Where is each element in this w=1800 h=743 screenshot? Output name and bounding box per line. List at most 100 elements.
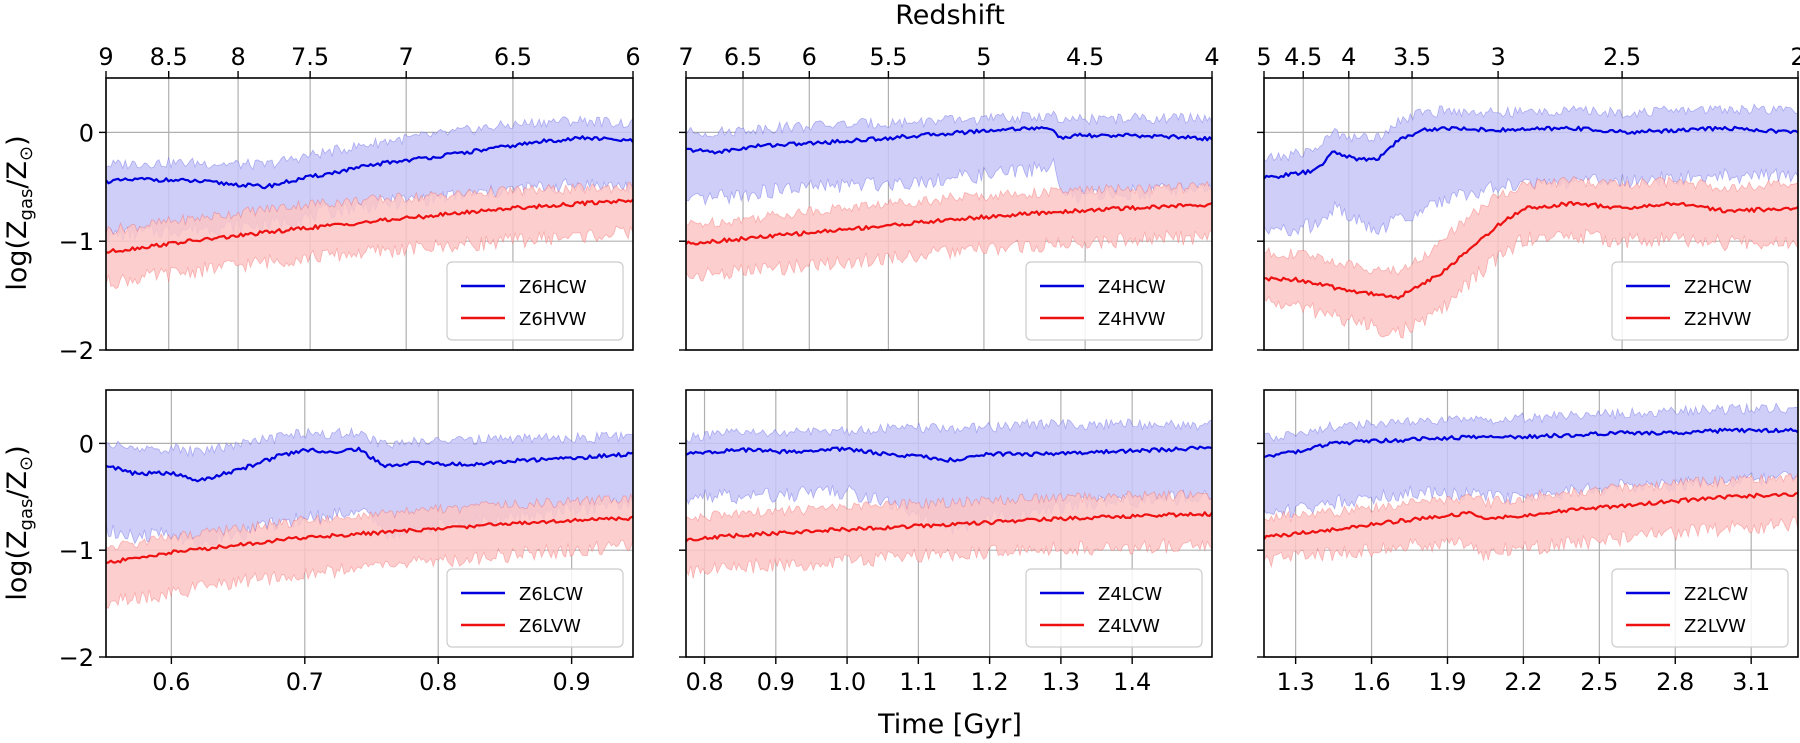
- line-Z6HCW: [106, 135, 633, 190]
- plot-area: [686, 110, 1212, 282]
- redshift-tick-label: 6: [625, 43, 640, 71]
- x-tick-label: 2.2: [1504, 668, 1542, 696]
- x-tick-label: 1.3: [1042, 668, 1080, 696]
- legend-label-Z6LCW: Z6LCW: [519, 584, 583, 605]
- panel-Z4H: 7 6.5 6 5.5 5 4.5 4 Z4HCW Z4HVW: [678, 43, 1220, 351]
- x-tick-label: 1.3: [1277, 668, 1315, 696]
- line-Z2LCW: [1264, 427, 1798, 458]
- ylabel-sub-gas: gas: [16, 499, 37, 531]
- y-axis-title-top: log(Zgas/Z⊙): [2, 135, 37, 290]
- y-tick-label: 0: [79, 430, 94, 458]
- line-Z6HVW: [106, 198, 633, 254]
- x-tick-label: 1.1: [899, 668, 937, 696]
- redshift-tick-label: 9: [98, 43, 113, 71]
- redshift-tick-label: 7: [399, 43, 414, 71]
- y-tick-label: −2: [59, 644, 94, 672]
- top-axis-title: Redshift: [895, 0, 1005, 31]
- ylabel-close: ): [2, 445, 33, 456]
- legend-box: [1025, 568, 1203, 648]
- plot-area: [106, 115, 633, 290]
- svg-text:log(Zgas/Z⊙): log(Zgas/Z⊙): [2, 135, 37, 290]
- legend-box: [1611, 568, 1789, 648]
- legend-box: [446, 568, 624, 648]
- redshift-tick-label: 4: [1341, 43, 1356, 71]
- redshift-tick-label: 8.5: [150, 43, 188, 71]
- ylabel-sub-sun: ⊙: [16, 146, 37, 161]
- redshift-tick-label: 6.5: [494, 43, 532, 71]
- panel-frame: [685, 77, 1213, 351]
- redshift-tick-label: 6.5: [724, 43, 762, 71]
- legend-label-Z2LCW: Z2LCW: [1684, 584, 1748, 605]
- redshift-tick-label: 3.5: [1393, 43, 1431, 71]
- panel-Z6H: −2 −1 0 9 8.5 8 7.5 7 6.5 6 Z6HCW Z6HVW: [59, 43, 641, 365]
- x-tick-label: 1.6: [1352, 668, 1390, 696]
- legend-label-Z2LVW: Z2LVW: [1684, 616, 1746, 637]
- y-tick-label: 0: [79, 119, 94, 147]
- line-Z4LCW: [686, 445, 1212, 463]
- legend-box: [1611, 261, 1789, 341]
- x-tick-label: 1.0: [828, 668, 866, 696]
- svg-text:log(Zgas/Z⊙): log(Zgas/Z⊙): [2, 445, 37, 600]
- line-Z4HCW: [686, 126, 1212, 155]
- ylabel-sep: /Z: [2, 161, 33, 189]
- redshift-tick-label: 6: [802, 43, 817, 71]
- panel-frame: [105, 389, 634, 658]
- redshift-tick-label: 7.5: [291, 43, 329, 71]
- redshift-tick-label: 5: [1256, 43, 1271, 71]
- line-Z4HVW: [686, 202, 1212, 246]
- band-Z4LCW: [686, 418, 1212, 535]
- ylabel-close: ): [2, 135, 33, 146]
- line-Z4LVW: [686, 511, 1212, 543]
- x-tick-label: 1.4: [1113, 668, 1151, 696]
- legend: Z4HCW Z4HVW: [1025, 261, 1203, 341]
- redshift-tick-label: 7: [678, 43, 693, 71]
- x-tick-label: 1.2: [971, 668, 1009, 696]
- legend: Z2HCW Z2HVW: [1611, 261, 1789, 341]
- legend-label-Z6HCW: Z6HCW: [519, 277, 587, 298]
- redshift-tick-label: 2: [1790, 43, 1800, 71]
- ylabel-sub-sun: ⊙: [16, 456, 37, 471]
- legend: Z4LCW Z4LVW: [1025, 568, 1203, 648]
- x-tick-label: 3.1: [1732, 668, 1770, 696]
- panel-frame: [1263, 389, 1799, 658]
- redshift-tick-label: 3: [1490, 43, 1505, 71]
- x-tick-label: 2.8: [1656, 668, 1694, 696]
- panel-frame: [1263, 77, 1799, 351]
- y-tick-label: −1: [59, 228, 94, 256]
- ylabel-main: log(Z: [2, 220, 33, 290]
- redshift-tick-label: 5.5: [869, 43, 907, 71]
- panel-Z2H: 5 4.5 4 3.5 3 2.5 2 Z2HCW Z2HVW: [1256, 43, 1800, 351]
- legend-label-Z6LVW: Z6LVW: [519, 616, 581, 637]
- legend: Z6HCW Z6HVW: [446, 261, 624, 341]
- panel-Z4L: 0.8 0.9 1.0 1.1 1.2 1.3 1.4 Z4LCW Z4LVW: [679, 389, 1213, 696]
- line-Z6LCW: [106, 446, 633, 483]
- x-tick-label: 0.7: [286, 668, 324, 696]
- panels-layer: −2 −1 0 9 8.5 8 7.5 7 6.5 6 Z6HCW Z6HVW 7 6.5 6 5.5 5 4.5…: [59, 43, 1800, 696]
- redshift-tick-label: 8: [230, 43, 245, 71]
- panel-Z6L: −2 −1 0 0.6 0.7 0.8 0.9 Z6LCW Z6LVW: [59, 389, 634, 696]
- ylabel-sub-gas: gas: [16, 189, 37, 221]
- legend: Z6LCW Z6LVW: [446, 568, 624, 648]
- x-tick-label: 0.9: [553, 668, 591, 696]
- redshift-tick-label: 2.5: [1603, 43, 1641, 71]
- line-Z2HVW: [1264, 200, 1798, 300]
- ylabel-main: log(Z: [2, 530, 33, 600]
- x-tick-label: 0.6: [152, 668, 190, 696]
- x-tick-label: 0.9: [757, 668, 795, 696]
- y-tick-label: −2: [59, 337, 94, 365]
- legend-label-Z6HVW: Z6HVW: [519, 309, 587, 330]
- y-tick-label: −1: [59, 537, 94, 565]
- plot-area: [106, 426, 633, 609]
- y-axis-title-bottom: log(Zgas/Z⊙): [2, 445, 37, 600]
- panel-frame: [105, 77, 634, 351]
- legend-box: [446, 261, 624, 341]
- x-tick-label: 2.5: [1580, 668, 1618, 696]
- legend-label-Z2HVW: Z2HVW: [1684, 309, 1752, 330]
- panel-frame: [685, 389, 1213, 658]
- bottom-axis-title: Time [Gyr]: [877, 709, 1022, 740]
- band-Z4LVW: [686, 489, 1212, 579]
- legend-label-Z2HCW: Z2HCW: [1684, 277, 1752, 298]
- band-Z4HVW: [686, 180, 1212, 282]
- redshift-tick-label: 5: [976, 43, 991, 71]
